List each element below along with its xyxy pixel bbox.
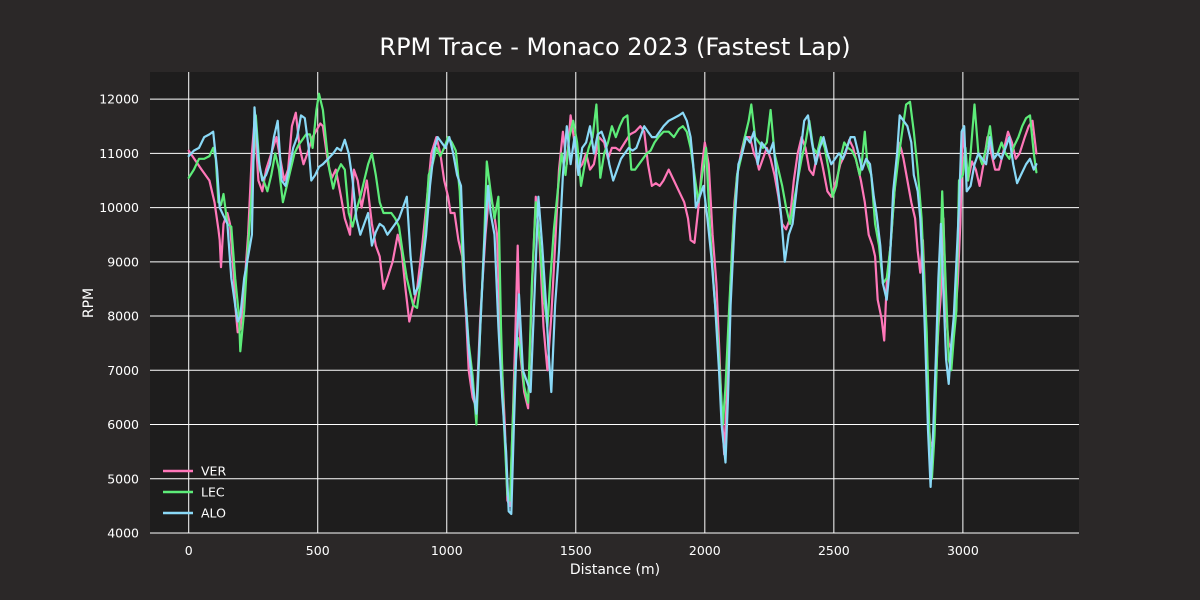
y-tick-label: 6000 [107,417,139,432]
x-tick-label: 2000 [689,543,721,558]
legend: VER LEC ALO [163,464,226,521]
x-tick-label: 3000 [947,543,979,558]
y-tick-label: 5000 [107,471,139,486]
y-tick-label: 12000 [99,92,139,107]
y-tick-label: 4000 [107,526,139,541]
legend-label-lec: LEC [201,485,225,500]
y-tick-label: 9000 [107,254,139,269]
series-line-lec [187,92,1038,502]
x-tick-label: 0 [185,543,193,558]
y-axis-label: RPM [81,288,97,318]
legend-label-alo: ALO [201,506,226,521]
series-line-ver [187,111,1038,507]
y-tick-label: 11000 [99,146,139,161]
x-tick-label: 2500 [818,543,850,558]
y-tick-label: 7000 [107,363,139,378]
legend-label-ver: VER [201,464,226,479]
y-tick-label: 8000 [107,309,139,324]
x-axis-label: Distance (m) [570,562,660,578]
x-tick-label: 1000 [431,543,463,558]
y-tick-label: 10000 [99,200,139,215]
x-tick-label: 500 [306,543,330,558]
series-layer [187,92,1038,516]
x-tick-label: 1500 [560,543,592,558]
chart-title: RPM Trace - Monaco 2023 (Fastest Lap) [379,33,850,61]
axis-ticks: 0 500 1000 1500 2000 2500 3000 4000 5000 6000 7000… [99,92,979,558]
series-line-alo [187,106,1038,516]
